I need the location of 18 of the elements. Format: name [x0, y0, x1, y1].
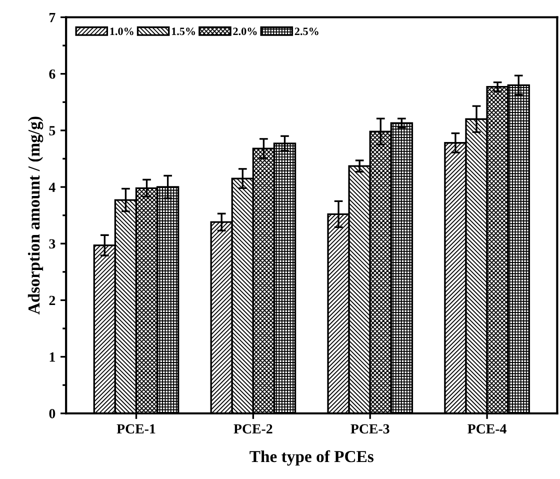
y-tick-label: 2: [49, 296, 56, 306]
x-tick-label: PCE-4: [468, 424, 506, 434]
x-axis-title: The type of PCEs: [250, 450, 374, 466]
y-tick-label: 0: [49, 408, 56, 418]
legend-label: 1.5%: [172, 28, 196, 36]
legend-label: 1.0%: [110, 28, 134, 36]
y-tick-label: 4: [48, 182, 56, 192]
y-tick-label: 3: [49, 239, 56, 249]
y-axis-title: Adsorption amount / (mg/g): [28, 116, 44, 314]
y-tick-label: 1: [50, 352, 55, 362]
legend-label: 2.0%: [233, 28, 257, 36]
y-tick-label: 7: [50, 12, 56, 22]
x-tick-label: PCE-2: [234, 424, 272, 434]
legend-label: 2.5%: [294, 28, 318, 36]
x-tick-label: PCE-1: [116, 424, 156, 434]
x-tick-label: PCE-3: [350, 424, 390, 434]
y-tick-label: 5: [49, 126, 56, 136]
y-tick-label: 6: [49, 69, 56, 79]
